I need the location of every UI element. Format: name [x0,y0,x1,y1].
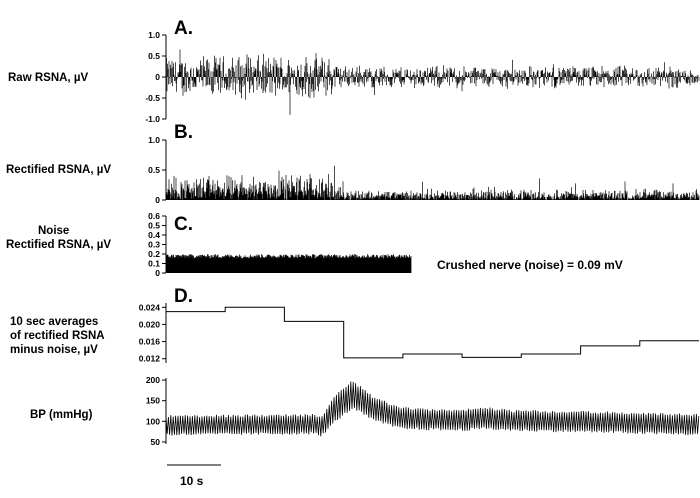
panel-bp-ylabel: BP (mmHg) [30,409,93,421]
bp-trace [165,381,700,437]
y-tick-label: -1.0 [145,114,160,124]
y-tick-label: 0.020 [139,319,161,329]
noise-trace [165,254,412,273]
panel-b-ylabel: Rectified RSNA, µV [6,164,111,176]
panel-a-raw-trace [165,49,700,115]
panel-b: B. Rectified RSNA, µV 1.0 0.5 0 [6,122,700,205]
panel-b-y-axis: 1.0 0.5 0 [148,135,167,205]
panel-a: A. Raw RSNA, µV 1.0 0.5 0 -0.5 -1.0 [8,18,700,124]
panel-c-annotation: Crushed nerve (noise) = 0.09 mV [437,258,623,272]
panel-c: C. Noise Rectified RSNA, µV 0.60.50.40.3… [6,211,623,278]
panel-d-ylabel-line-2: of rectified RSNA [10,330,105,342]
panel-bp: BP (mmHg) 200 150 100 50 [30,375,700,447]
panel-c-ylabel-line-2: Rectified RSNA, µV [6,239,111,251]
panel-c-y-axis: 0.60.50.40.30.20.10 [148,211,167,278]
panel-a-ylabel: Raw RSNA, µV [8,72,88,84]
panel-d-letter: D. [174,286,193,307]
y-tick-label: 0.5 [148,165,160,175]
y-tick-label: 0.012 [139,354,161,364]
y-tick-label: 1.0 [148,135,160,145]
y-tick-label: 200 [146,375,160,385]
y-tick-label: 150 [146,396,160,406]
step-averages-line [166,306,699,359]
y-tick-label: -0.5 [145,93,160,103]
y-tick-label: 0.6 [148,211,160,221]
panel-d-ylabel-line-1: 10 sec averages [10,316,98,328]
y-tick-label: 0 [155,72,160,82]
y-tick-label: 0.5 [148,221,160,231]
panel-c-noise-trace [165,254,412,273]
raw-rsna-trace [165,49,700,115]
panel-bp-y-axis: 200 150 100 50 [146,375,167,447]
panel-d-y-axis: 0.024 0.020 0.016 0.012 [139,302,167,364]
panel-a-y-axis: 1.0 0.5 0 -0.5 -1.0 [145,30,167,124]
panel-d-ylabel-line-3: minus noise, µV [10,344,98,356]
y-tick-label: 1.0 [148,30,160,40]
time-scale-bar-label: 10 s [180,474,204,488]
panel-bp-trace [165,381,700,437]
rectified-rsna-trace [165,165,700,200]
time-scale-bar: 10 s [167,464,221,488]
panel-c-ylabel-line-1: Noise [38,225,69,237]
panel-b-letter: B. [174,122,193,143]
y-tick-label: 0 [155,268,160,278]
y-tick-label: 0.2 [148,249,160,259]
y-tick-label: 0.4 [148,230,160,240]
y-tick-label: 100 [146,416,160,426]
y-tick-label: 0.1 [148,259,160,269]
y-tick-label: 0.3 [148,240,160,250]
panel-d-step-series [166,306,699,359]
y-tick-label: 0.016 [139,337,161,347]
y-tick-label: 50 [151,437,161,447]
y-tick-label: 0.5 [148,51,160,61]
y-tick-label: 0.024 [139,302,161,312]
panel-c-letter: C. [174,214,193,235]
y-tick-label: 0 [155,195,160,205]
panel-a-letter: A. [174,18,193,39]
panel-b-rectified-trace [165,165,700,200]
panel-d: D. 10 sec averages of rectified RSNA min… [10,286,699,364]
